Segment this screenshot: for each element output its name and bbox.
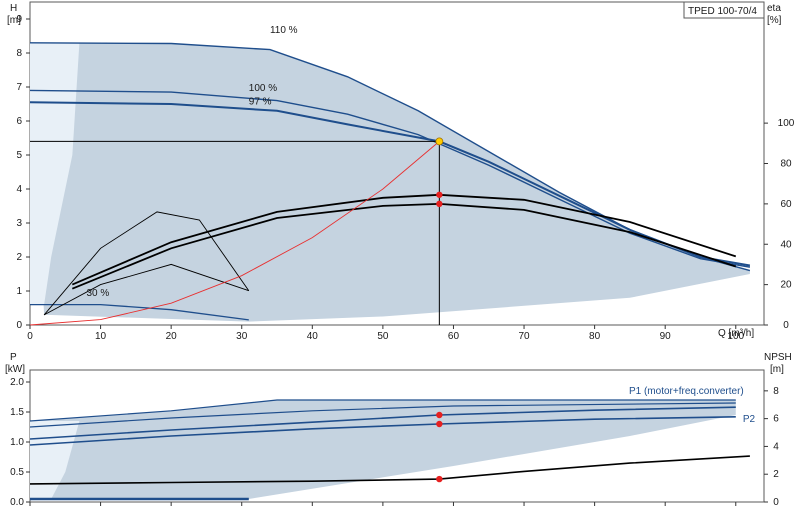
head-curve-label: 100 %	[249, 83, 277, 94]
x-tick-label: 30	[236, 331, 248, 342]
h-tick-label: 7	[16, 82, 22, 93]
upper-panel: 110 %100 %97 %30 % 0 10 20 30 40 50 60 70 80 90 10…	[7, 1, 795, 342]
eta-tick-label: 20	[780, 280, 792, 291]
system-curve	[29, 141, 440, 326]
p1-label: P1 (motor+freq.converter)	[629, 386, 744, 397]
power-point	[436, 475, 443, 483]
power-curve	[29, 406, 736, 440]
h-tick-label: 2	[16, 252, 22, 263]
x-tick-label: 60	[448, 331, 460, 342]
eta-tick-label: 80	[780, 159, 792, 170]
npsh-tick-label: 6	[773, 414, 779, 425]
x-tick-label: 100	[727, 331, 744, 342]
efficiency-point	[436, 200, 443, 208]
x-tick-label: 80	[589, 331, 601, 342]
power-zone-light-band	[30, 421, 80, 499]
npsh-tick-label: 4	[773, 441, 779, 452]
p-axis-unit: [kW]	[5, 364, 25, 375]
power-operating-zone	[30, 400, 736, 499]
h-axis-label: H	[10, 3, 17, 14]
p-tick-label: 2.0	[10, 377, 24, 388]
efficiency-curve	[71, 202, 737, 290]
h-tick-label: 3	[16, 218, 22, 229]
h-tick-label: 0	[16, 320, 22, 331]
x-tick-label: 10	[95, 331, 107, 342]
eta-tick-label: 40	[780, 239, 792, 250]
npsh-tick-label: 8	[773, 386, 779, 397]
efficiency-curve	[43, 263, 249, 316]
pump-title: TPED 100-70/4	[688, 6, 757, 17]
h-tick-label: 4	[16, 184, 22, 195]
x-tick-label: 50	[377, 331, 389, 342]
x-tick-label: 40	[307, 331, 319, 342]
p-tick-label: 0.5	[10, 467, 24, 478]
h-axis-unit: [m]	[7, 15, 21, 26]
power-point	[436, 420, 443, 428]
eta-tick-label: 100	[778, 118, 795, 129]
x-tick-label: 20	[166, 331, 178, 342]
x-tick-label: 70	[518, 331, 530, 342]
h-tick-label: 8	[16, 48, 22, 59]
p-tick-label: 1.5	[10, 407, 24, 418]
p2-label: P2	[743, 414, 756, 425]
p-tick-label: 0.0	[10, 497, 24, 508]
head-curve	[29, 89, 751, 268]
power-point	[436, 411, 443, 419]
npsh-axis-unit: [m]	[770, 364, 784, 375]
head-curve-label: 110 %	[270, 25, 298, 36]
q-axis-label: Q [m³/h]	[718, 328, 754, 339]
upper-axes: 0 10 20 30 40 50 60 70 80 90 100012345678902040608…	[16, 14, 794, 342]
head-operating-zone	[30, 42, 750, 322]
p-tick-label: 1.0	[10, 437, 24, 448]
power-curve	[29, 416, 736, 446]
eta-tick-label: 0	[783, 320, 789, 331]
npsh-tick-label: 0	[773, 497, 779, 508]
npsh-tick-label: 2	[773, 469, 779, 480]
x-tick-label: 90	[660, 331, 672, 342]
low-speed-curve	[30, 303, 249, 321]
eta-axis-unit: [%]	[767, 15, 782, 26]
eta-tick-label: 60	[780, 199, 792, 210]
low-speed-label: 30 %	[86, 288, 109, 299]
h-tick-label: 5	[16, 150, 22, 161]
operating-point	[435, 137, 444, 146]
head-zone-light-band	[30, 42, 80, 305]
efficiency-point	[436, 191, 443, 198]
h-tick-label: 1	[16, 286, 22, 297]
h-tick-label: 6	[16, 116, 22, 127]
pump-title-box	[683, 1, 765, 19]
upper-curves: 110 % 100 % 97 % 30 %	[29, 25, 751, 326]
lower-panel: P1 (motor+freq.converter)P2 0.00.51.01.5…	[5, 352, 792, 508]
npsh-axis-label: NPSH	[764, 352, 792, 363]
eta-axis-label: eta	[767, 3, 781, 14]
upper-power-curve	[29, 402, 736, 428]
efficiency-curve	[43, 211, 250, 316]
lower-axes: 0.0 0.5 1.0 1.5 2.0 0 2 4 6 8	[10, 377, 779, 508]
x-tick-label: 0	[27, 331, 33, 342]
efficiency-curve	[71, 193, 737, 286]
h-tick-label: 9	[16, 14, 22, 25]
upper-operating-zone	[30, 42, 750, 322]
upper-power-curve	[29, 399, 736, 422]
head-curve-label: 97 %	[249, 97, 272, 108]
lower-operating-zone	[30, 400, 736, 499]
lower-curves: P1 (motor+freq.converter) P2	[29, 386, 756, 501]
p-axis-label: P	[10, 352, 17, 363]
